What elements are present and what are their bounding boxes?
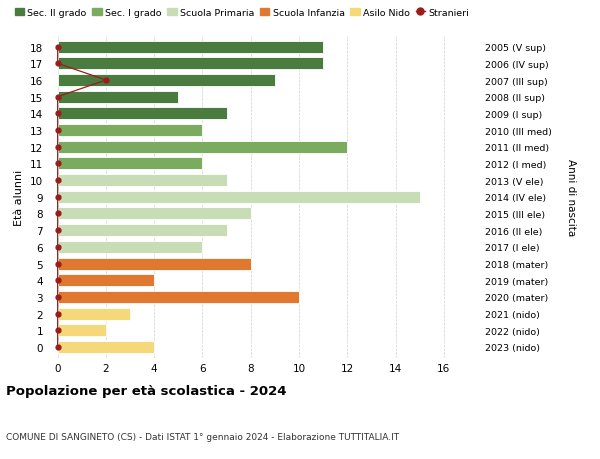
- Bar: [58, 341, 154, 353]
- Text: Popolazione per età scolastica - 2024: Popolazione per età scolastica - 2024: [6, 384, 287, 397]
- Bar: [58, 308, 130, 320]
- Bar: [58, 158, 202, 170]
- Bar: [58, 141, 347, 153]
- Y-axis label: Età alunni: Età alunni: [14, 169, 25, 225]
- Bar: [58, 208, 251, 220]
- Bar: [58, 241, 202, 253]
- Bar: [58, 325, 106, 336]
- Bar: [58, 58, 323, 70]
- Bar: [58, 258, 251, 270]
- Bar: [58, 224, 227, 237]
- Bar: [58, 108, 227, 120]
- Text: COMUNE DI SANGINETO (CS) - Dati ISTAT 1° gennaio 2024 - Elaborazione TUTTITALIA.: COMUNE DI SANGINETO (CS) - Dati ISTAT 1°…: [6, 431, 399, 441]
- Bar: [58, 175, 227, 187]
- Bar: [58, 291, 299, 303]
- Bar: [58, 125, 202, 137]
- Bar: [58, 91, 178, 103]
- Legend: Sec. II grado, Sec. I grado, Scuola Primaria, Scuola Infanzia, Asilo Nido, Stran: Sec. II grado, Sec. I grado, Scuola Prim…: [11, 5, 473, 21]
- Bar: [58, 42, 323, 54]
- Y-axis label: Anni di nascita: Anni di nascita: [566, 159, 575, 236]
- Bar: [58, 75, 275, 87]
- Bar: [58, 191, 419, 203]
- Bar: [58, 274, 154, 286]
